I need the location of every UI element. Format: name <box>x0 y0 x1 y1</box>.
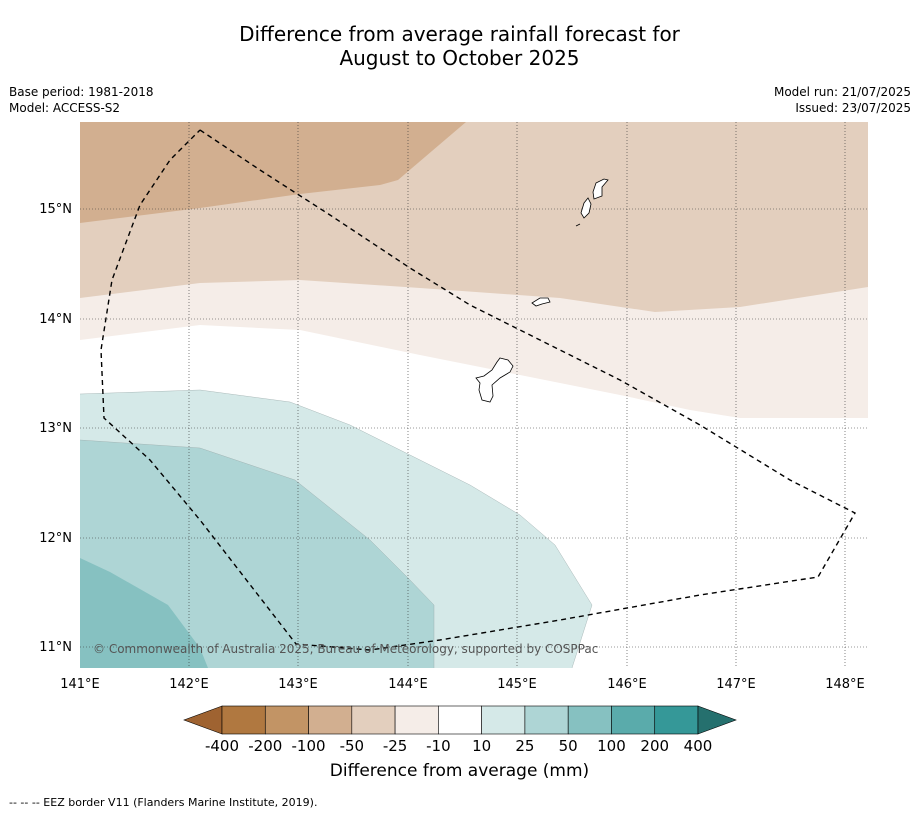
chart-title: Difference from average rainfall forecas… <box>0 22 919 70</box>
island-guam-icon <box>475 357 514 403</box>
lon-label: 146°E <box>607 677 647 692</box>
meta-left: Base period: 1981-2018 Model: ACCESS-S2 <box>9 84 154 116</box>
colorbar-label: -50 <box>340 737 365 755</box>
colorbar-swatch <box>438 705 482 735</box>
colorbar-label: -400 <box>205 737 239 755</box>
lat-label: 12°N <box>39 531 72 546</box>
colorbar-label: -25 <box>383 737 408 755</box>
colorbar-swatch <box>264 705 309 735</box>
colorbar-swatch <box>308 705 353 735</box>
lon-label: 145°E <box>497 677 537 692</box>
base-period: Base period: 1981-2018 <box>9 85 154 99</box>
island-aguijan-icon <box>575 223 581 227</box>
model-name: Model: ACCESS-S2 <box>9 101 121 115</box>
colorbar-swatch <box>481 705 526 735</box>
colorbar-label: 100 <box>597 737 626 755</box>
island-tinian-icon <box>580 197 592 219</box>
lon-label: 141°E <box>60 677 100 692</box>
colorbar-label: 200 <box>640 737 669 755</box>
colorbar-title: Difference from average (mm) <box>329 761 590 781</box>
eez-border <box>100 129 856 651</box>
lat-labels: 15°N 14°N 13°N 12°N 11°N <box>39 202 72 655</box>
colorbar-label: -100 <box>292 737 326 755</box>
colorbar-label: 25 <box>515 737 534 755</box>
island-saipan-icon <box>592 178 609 200</box>
island-rota-icon <box>531 297 551 307</box>
issued-date: Issued: 23/07/2025 <box>795 101 911 115</box>
colorbar-swatch <box>524 705 569 735</box>
lat-label: 13°N <box>39 421 72 436</box>
colorbar-extend-high <box>697 705 737 735</box>
colorbar-swatch <box>221 705 266 735</box>
colorbar-label: 50 <box>559 737 578 755</box>
colorbar-swatch <box>654 705 699 735</box>
eez-footnote: -- -- -- EEZ border V11 (Flanders Marine… <box>9 796 318 809</box>
colorbar-swatch <box>351 705 396 735</box>
colorbar-swatch <box>567 705 612 735</box>
colorbar-label: 10 <box>472 737 491 755</box>
colorbar-label: -10 <box>426 737 451 755</box>
meta-right: Model run: 21/07/2025 Issued: 23/07/2025 <box>774 84 911 116</box>
colorbar-swatch <box>611 705 656 735</box>
colorbar: -400 -200 -100 -50 -25 -10 10 25 50 100 200 400 <box>183 705 737 755</box>
lon-labels: 141°E 142°E 143°E 144°E 145°E 146°E 147°… <box>60 677 865 692</box>
lon-label: 143°E <box>278 677 318 692</box>
colorbar-swatch <box>394 705 439 735</box>
lon-label: 148°E <box>825 677 865 692</box>
copyright-notice: © Commonwealth of Australia 2025, Bureau… <box>93 642 599 656</box>
lon-label: 144°E <box>388 677 428 692</box>
model-run: Model run: 21/07/2025 <box>773 85 911 99</box>
band-minus50 <box>80 122 466 223</box>
lat-label: 15°N <box>39 202 72 217</box>
lat-label: 14°N <box>39 312 72 327</box>
band-plus50 <box>80 558 208 668</box>
colorbar-label: -200 <box>248 737 282 755</box>
title-line-1: Difference from average rainfall forecas… <box>239 22 680 46</box>
colorbar-extend-low <box>183 705 223 735</box>
lat-label: 11°N <box>39 640 72 655</box>
title-line-2: August to October 2025 <box>339 46 580 70</box>
lon-label: 142°E <box>169 677 209 692</box>
map-area <box>80 122 868 668</box>
colorbar-label: 400 <box>684 737 713 755</box>
lon-label: 147°E <box>716 677 756 692</box>
grid <box>80 122 868 668</box>
